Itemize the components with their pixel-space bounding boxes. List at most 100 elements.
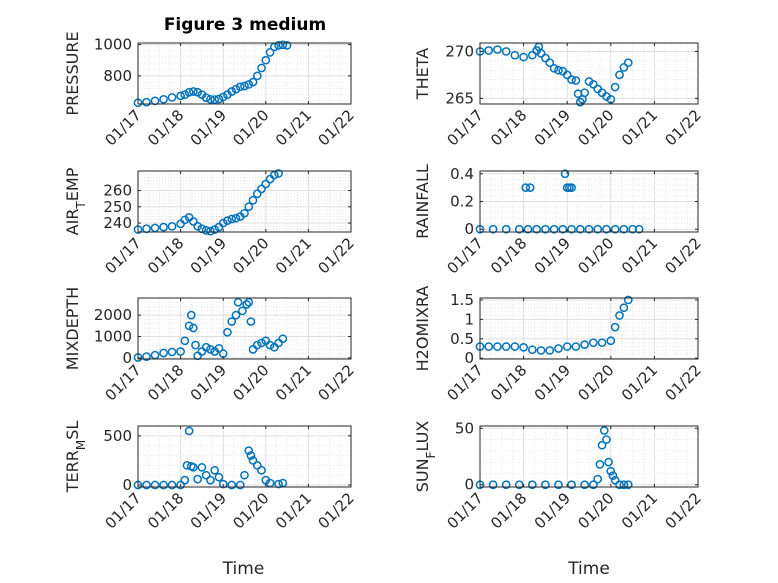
data-point: [159, 348, 168, 358]
data-point: [257, 338, 266, 348]
data-point: [265, 48, 275, 57]
data-point: [184, 87, 194, 97]
data-point: [184, 321, 194, 331]
grid: [479, 171, 699, 232]
axes-6: 01/17 01/18 01/19 01/20 01/21 01/22 00.5 11.5 H2…: [413, 286, 705, 405]
y-axis-label: THETA: [413, 48, 432, 100]
y-axis-label: AIRTEMP: [63, 167, 88, 235]
data-point: [231, 310, 241, 320]
x-tick-label: 01/17: [444, 361, 487, 404]
data-point: [240, 81, 249, 91]
x-tick-label: 01/21: [272, 489, 315, 532]
data-point: [218, 479, 228, 489]
data-point: [227, 480, 237, 490]
x-tick-label: 01/21: [272, 106, 315, 149]
data-points: [475, 42, 633, 107]
data-point: [606, 336, 616, 346]
data-point: [523, 224, 533, 234]
x-tick-label: 01/19: [531, 489, 574, 532]
data-point: [227, 214, 237, 224]
data-point: [184, 426, 194, 436]
x-tick-label: 01/18: [144, 106, 187, 149]
data-point: [514, 480, 524, 490]
x-tick-label: 01/20: [229, 489, 272, 532]
data-point: [510, 342, 520, 351]
data-point: [189, 462, 198, 472]
data-point: [484, 46, 494, 55]
data-point: [493, 342, 502, 351]
data-point: [541, 480, 550, 490]
x-tick-label: 01/20: [574, 234, 617, 277]
x-tick-label: 01/20: [229, 234, 272, 277]
data-point: [233, 297, 243, 307]
data-point: [176, 91, 185, 101]
y-axis-label: H2OMIXRA: [413, 286, 432, 372]
data-point: [623, 295, 633, 305]
data-point: [176, 347, 185, 356]
y-tick-label: 0: [122, 349, 132, 367]
data-point: [180, 336, 190, 346]
data-point: [580, 340, 589, 349]
y-tick-label: 270: [445, 42, 474, 60]
data-point: [235, 82, 245, 92]
data-point: [602, 435, 611, 444]
x-tick-label: 01/18: [144, 234, 187, 277]
data-point: [180, 215, 190, 225]
data-point: [257, 63, 266, 73]
axes-frame: [479, 42, 699, 105]
x-tick-label: 01/21: [618, 234, 661, 277]
figure-title: Figure 3 medium: [164, 15, 326, 35]
x-axis-label: Time: [222, 559, 265, 579]
data-point: [252, 461, 262, 470]
data-point: [167, 93, 177, 102]
data-point: [589, 79, 598, 89]
x-tick-label: 01/21: [618, 361, 661, 404]
data-point: [488, 224, 498, 234]
data-point: [597, 440, 607, 450]
data-point: [274, 40, 283, 50]
x-tick-label: 01/18: [144, 489, 187, 532]
data-point: [634, 224, 644, 234]
data-point: [527, 50, 537, 60]
y-tick-label: 0.4: [450, 165, 474, 183]
data-point: [227, 87, 237, 96]
y-tick-label: 240: [103, 214, 132, 232]
data-point: [274, 169, 283, 178]
data-point: [252, 340, 262, 350]
data-point: [567, 480, 576, 490]
data-point: [265, 340, 275, 350]
data-point: [593, 224, 603, 234]
data-point: [527, 345, 537, 355]
data-point: [244, 297, 254, 307]
y-tick-label: 250: [103, 198, 132, 216]
data-point: [493, 45, 502, 54]
axes-8: 01/17 01/18 01/19 01/20 01/21 01/22 0 50 SUNFLUX…: [413, 419, 705, 579]
data-point: [584, 224, 594, 234]
data-point: [560, 169, 570, 179]
data-point: [244, 446, 254, 455]
data-point: [608, 471, 618, 481]
data-points: [475, 426, 633, 490]
x-tick-label: 01/22: [315, 234, 358, 277]
data-point: [210, 95, 220, 104]
data-point: [510, 50, 520, 60]
data-point: [257, 184, 266, 194]
x-tick-label: 01/19: [187, 361, 230, 404]
y-tick-label: 1: [464, 310, 474, 328]
data-point: [223, 327, 232, 337]
x-tick-label: 01/21: [618, 489, 661, 532]
data-point: [214, 94, 224, 104]
x-tick-label: 01/18: [487, 489, 530, 532]
x-tick-label: 01/21: [618, 106, 661, 149]
data-point: [484, 342, 494, 351]
data-point: [210, 465, 220, 475]
y-tick-label: 0.5: [450, 330, 474, 348]
data-point: [580, 88, 589, 98]
data-point: [501, 47, 511, 56]
data-point: [488, 480, 498, 490]
data-point: [278, 334, 288, 344]
data-point: [567, 183, 576, 192]
x-tick-label: 01/19: [187, 106, 230, 149]
data-point: [549, 63, 559, 73]
